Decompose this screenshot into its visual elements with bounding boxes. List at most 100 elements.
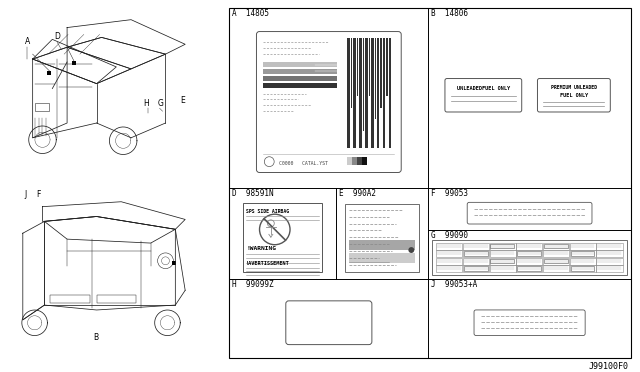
Bar [377, 38, 380, 148]
Text: F: F [36, 190, 41, 199]
Text: B: B [93, 333, 99, 341]
Text: !AVERTISSEMENT: !AVERTISSEMENT [246, 261, 290, 266]
Bar [374, 38, 376, 119]
Bar [571, 266, 595, 270]
Circle shape [408, 247, 414, 253]
Bar [349, 240, 415, 250]
Bar [570, 265, 596, 272]
Bar [345, 204, 419, 272]
Bar [517, 251, 541, 256]
Text: SPS SIDE AIRBAG: SPS SIDE AIRBAG [246, 209, 289, 214]
Text: F  99053: F 99053 [431, 189, 468, 198]
Text: H  99099Z: H 99099Z [232, 280, 274, 289]
Bar [72, 61, 76, 65]
Bar [570, 258, 596, 264]
Bar [387, 38, 388, 96]
Bar [571, 251, 595, 256]
Bar [97, 295, 136, 303]
Text: G: G [157, 99, 163, 108]
Bar [464, 251, 488, 256]
Bar [349, 253, 415, 263]
Bar [543, 250, 569, 257]
Bar [359, 38, 362, 148]
Text: E  990A2: E 990A2 [339, 189, 376, 198]
Bar [464, 266, 488, 270]
Bar [363, 38, 364, 131]
FancyBboxPatch shape [257, 32, 401, 173]
Bar [436, 243, 462, 250]
Bar [463, 265, 489, 272]
Bar [35, 103, 49, 111]
Bar [517, 266, 541, 270]
Bar [436, 250, 462, 257]
Bar [490, 259, 515, 263]
Text: A  14805: A 14805 [232, 9, 269, 18]
Bar [543, 258, 569, 264]
Text: D  98591N: D 98591N [232, 189, 274, 198]
Bar [230, 8, 631, 358]
Text: FUEL ONLY: FUEL ONLY [560, 93, 588, 98]
Bar [353, 157, 357, 165]
Bar [371, 38, 374, 148]
Bar [380, 38, 382, 108]
Bar [348, 38, 350, 148]
Text: UNLEADEDFUEL ONLY: UNLEADEDFUEL ONLY [457, 86, 510, 92]
Text: D: D [54, 32, 60, 41]
Bar [463, 258, 489, 264]
Bar [243, 203, 322, 272]
Text: !WARNING: !WARNING [246, 246, 276, 251]
Bar [369, 38, 370, 96]
Bar [436, 265, 462, 272]
Text: B  14806: B 14806 [431, 9, 468, 18]
Text: J: J [25, 190, 27, 199]
Bar [436, 258, 462, 264]
Bar [544, 244, 568, 248]
Bar [516, 258, 543, 264]
Bar [351, 38, 353, 108]
FancyBboxPatch shape [286, 301, 372, 344]
Bar [172, 261, 177, 265]
Bar [263, 83, 337, 88]
Bar [357, 38, 358, 96]
Bar [490, 243, 516, 250]
Bar [490, 265, 516, 272]
Bar [596, 250, 623, 257]
Text: J  99053+A: J 99053+A [431, 280, 477, 289]
Bar [516, 243, 543, 250]
Bar [357, 157, 362, 165]
Bar [463, 243, 489, 250]
Bar [51, 295, 90, 303]
Bar [516, 265, 543, 272]
Text: A: A [25, 37, 30, 46]
Text: H: H [143, 99, 148, 108]
Bar [432, 240, 627, 275]
Bar [596, 258, 623, 264]
Bar [544, 259, 568, 263]
Bar [263, 62, 337, 67]
Bar [263, 76, 337, 81]
Bar [490, 258, 516, 264]
Bar [570, 243, 596, 250]
Bar [570, 250, 596, 257]
Bar [543, 243, 569, 250]
Bar [383, 38, 385, 148]
Text: C0000   CATAL.YST: C0000 CATAL.YST [279, 161, 328, 166]
Text: J99100F0: J99100F0 [588, 362, 628, 371]
Bar [596, 243, 623, 250]
Bar [353, 38, 356, 148]
Bar [516, 250, 543, 257]
Text: PREMIUM UNLEADED: PREMIUM UNLEADED [551, 86, 597, 90]
Bar [596, 265, 623, 272]
Bar [543, 265, 569, 272]
Bar [47, 71, 51, 75]
Bar [263, 69, 337, 74]
Bar [490, 250, 516, 257]
Bar [365, 38, 367, 148]
Bar [388, 38, 391, 148]
Bar [362, 157, 367, 165]
Text: G  99090: G 99090 [431, 231, 468, 240]
Text: E: E [180, 96, 185, 105]
Bar [490, 244, 515, 248]
Bar [463, 250, 489, 257]
Bar [348, 157, 353, 165]
